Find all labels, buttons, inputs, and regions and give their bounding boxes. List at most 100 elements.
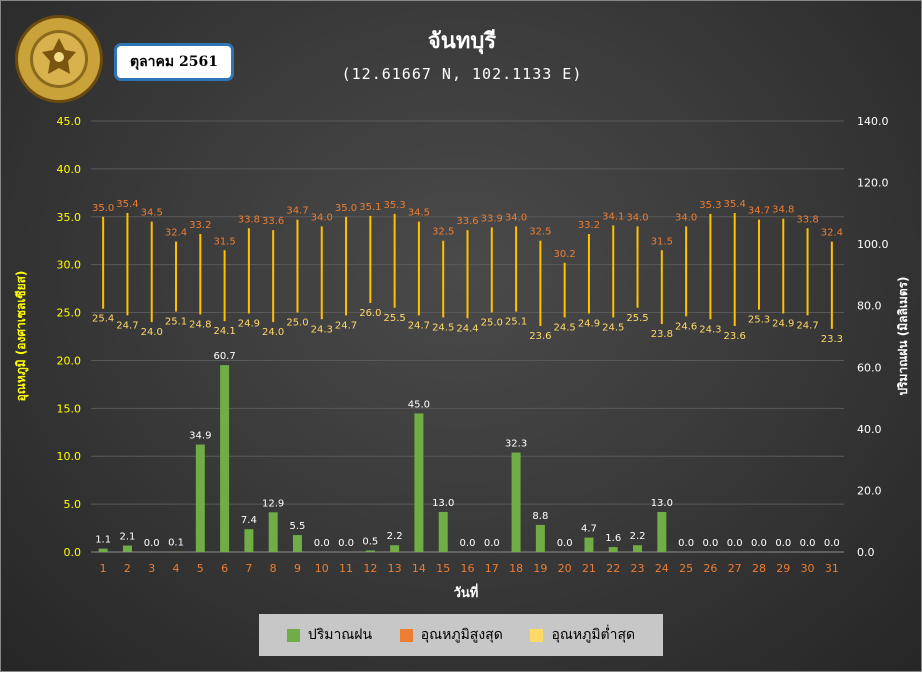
tmin-data-label: 25.5: [383, 313, 405, 324]
left-axis-tick: 10.0: [57, 450, 82, 463]
x-axis-title: วันที่: [454, 583, 479, 601]
rain-bar: [584, 538, 593, 552]
x-axis-tick: 7: [245, 562, 252, 575]
tmin-data-label: 24.4: [456, 323, 478, 334]
tmax-data-label: 34.0: [626, 212, 648, 223]
tmax-data-label: 35.0: [335, 203, 357, 214]
rain-bar: [220, 365, 229, 552]
left-axis-tick: 20.0: [57, 354, 82, 367]
tmin-data-label: 24.7: [408, 320, 430, 331]
rain-data-label: 13.0: [651, 498, 673, 509]
tmax-data-label: 32.5: [432, 227, 454, 238]
right-axis-tick: 0.0: [857, 546, 875, 559]
tmin-data-label: 24.3: [699, 324, 721, 335]
rain-data-label: 34.9: [189, 431, 211, 442]
x-axis-tick: 3: [148, 562, 155, 575]
tmax-data-label: 34.7: [286, 206, 308, 217]
x-axis-tick: 29: [776, 562, 790, 575]
rain-bar: [123, 546, 132, 552]
rain-data-label: 32.3: [505, 439, 527, 450]
tmin-data-label: 24.9: [578, 319, 600, 330]
tmax-data-label: 31.5: [213, 236, 235, 247]
left-axis-tick: 25.0: [57, 307, 82, 320]
right-axis-tick: 140.0: [857, 115, 889, 128]
rain-bar: [390, 545, 399, 552]
rain-data-label: 0.0: [800, 538, 816, 549]
tmin-data-label: 24.0: [262, 327, 284, 338]
right-axis-tick: 60.0: [857, 361, 882, 374]
x-axis-tick: 18: [509, 562, 523, 575]
x-axis-tick: 24: [655, 562, 669, 575]
tmin-data-label: 24.8: [189, 319, 211, 330]
tmax-data-label: 34.0: [505, 212, 527, 223]
tmax-data-label: 33.6: [262, 216, 284, 227]
rain-data-label: 2.1: [119, 532, 135, 543]
tmin-data-label: 24.5: [602, 322, 624, 333]
rain-data-label: 0.0: [702, 538, 718, 549]
right-axis-tick: 120.0: [857, 177, 889, 190]
rain-bar: [269, 512, 278, 552]
left-axis-tick: 40.0: [57, 163, 82, 176]
tmin-data-label: 23.6: [529, 331, 551, 342]
x-axis-tick: 12: [363, 562, 377, 575]
left-axis-tick: 30.0: [57, 259, 82, 272]
tmin-data-label: 25.5: [626, 313, 648, 324]
tmax-data-label: 34.0: [675, 212, 697, 223]
tmax-data-label: 35.3: [383, 200, 405, 211]
left-axis-tick: 5.0: [64, 498, 82, 511]
tmax-data-label: 33.6: [456, 216, 478, 227]
x-axis-tick: 1: [100, 562, 107, 575]
rain-bar: [293, 535, 302, 552]
rain-data-label: 4.7: [581, 524, 597, 535]
rain-bar: [439, 512, 448, 552]
left-axis-tick: 45.0: [57, 115, 82, 128]
tmax-data-label: 35.4: [724, 199, 746, 210]
legend-swatch-tmax: [400, 629, 413, 642]
tmax-data-label: 30.2: [554, 249, 576, 260]
tmin-data-label: 23.6: [724, 331, 746, 342]
x-axis-tick: 25: [679, 562, 693, 575]
tmax-data-label: 34.7: [748, 206, 770, 217]
tmax-data-label: 35.1: [359, 202, 381, 213]
legend-item-tmin: อุณหภูมิต่ำสุด: [530, 624, 635, 646]
x-axis-tick: 30: [801, 562, 815, 575]
x-axis-tick: 8: [270, 562, 277, 575]
x-axis-tick: 20: [558, 562, 572, 575]
rain-bar: [536, 525, 545, 552]
tmax-data-label: 35.3: [699, 200, 721, 211]
rain-bar: [609, 547, 618, 552]
x-axis-tick: 22: [606, 562, 620, 575]
x-axis-tick: 23: [631, 562, 645, 575]
x-axis-tick: 11: [339, 562, 353, 575]
tmin-data-label: 25.4: [92, 314, 114, 325]
rain-data-label: 8.8: [532, 511, 548, 522]
rain-data-label: 0.0: [314, 538, 330, 549]
tmin-data-label: 24.5: [554, 322, 576, 333]
tmin-data-label: 25.0: [481, 318, 503, 329]
left-axis-title: อุณหภูมิ (องศาเซลเซียส): [14, 271, 29, 402]
x-axis-tick: 14: [412, 562, 426, 575]
x-axis-tick: 4: [173, 562, 180, 575]
tmin-data-label: 24.0: [141, 327, 163, 338]
tmax-data-label: 31.5: [651, 236, 673, 247]
tmin-data-label: 25.3: [748, 315, 770, 326]
tmin-data-label: 24.1: [213, 326, 235, 337]
rain-bar: [512, 453, 521, 552]
tmin-data-label: 25.0: [286, 318, 308, 329]
tmax-data-label: 34.0: [311, 212, 333, 223]
rain-data-label: 0.0: [144, 538, 160, 549]
rain-data-label: 0.0: [727, 538, 743, 549]
tmin-data-label: 24.9: [238, 319, 260, 330]
rain-bar: [414, 413, 423, 552]
right-axis-tick: 20.0: [857, 484, 882, 497]
rain-data-label: 45.0: [408, 399, 430, 410]
x-axis-tick: 2: [124, 562, 131, 575]
rain-data-label: 13.0: [432, 498, 454, 509]
rain-data-label: 0.0: [751, 538, 767, 549]
rain-bar: [99, 549, 108, 552]
x-axis-tick: 17: [485, 562, 499, 575]
rain-data-label: 0.0: [557, 538, 573, 549]
rain-data-label: 2.2: [387, 531, 403, 542]
